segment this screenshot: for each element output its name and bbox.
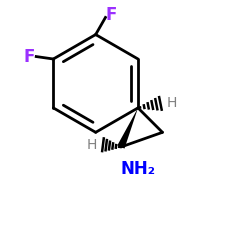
Text: H: H (167, 96, 177, 110)
Text: NH₂: NH₂ (120, 160, 156, 178)
Polygon shape (117, 108, 138, 148)
Text: H: H (86, 138, 97, 151)
Text: F: F (106, 6, 117, 24)
Text: F: F (23, 48, 34, 66)
